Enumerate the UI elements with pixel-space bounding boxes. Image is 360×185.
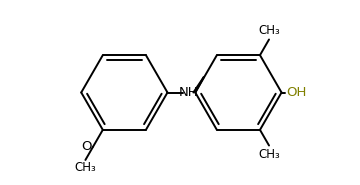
Text: O: O <box>81 140 92 153</box>
Text: CH₃: CH₃ <box>258 24 280 37</box>
Text: CH₃: CH₃ <box>75 161 96 174</box>
Text: NH: NH <box>179 86 198 99</box>
Text: CH₃: CH₃ <box>258 148 280 161</box>
Text: OH: OH <box>286 86 306 99</box>
